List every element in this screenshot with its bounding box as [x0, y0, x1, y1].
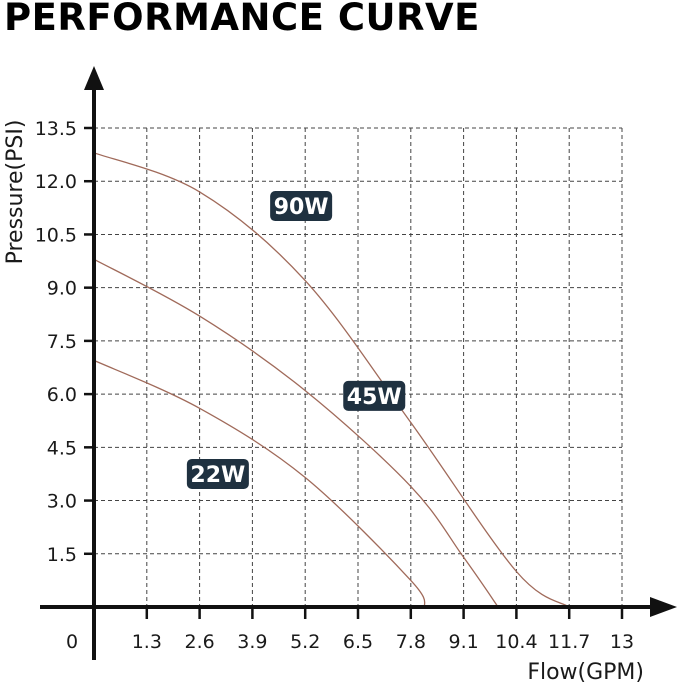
- x-tick-label: 2.6: [184, 631, 214, 653]
- x-tick-label: 7.8: [396, 631, 426, 653]
- y-tick-label: 1.5: [47, 544, 77, 566]
- series-label-badge: [270, 191, 333, 222]
- curves: [93, 152, 570, 608]
- y-tick-label: 10.5: [35, 224, 77, 246]
- x-tick-label: 11.7: [548, 631, 590, 653]
- series-label-22w: 22W: [186, 458, 249, 489]
- y-tick-label: 12.0: [35, 171, 77, 193]
- series-label-text: 22W: [190, 463, 245, 488]
- series-line-45w: [93, 258, 499, 608]
- y-tick-label: 4.5: [47, 437, 77, 459]
- ticks: 0 1.3 2.6 3.9 5.2 6.5 7.8 9.1 10.4 11.7 13 1.5 3.0 4.…: [35, 118, 634, 653]
- x-tick-label: 10.4: [495, 631, 537, 653]
- grid: [94, 127, 623, 607]
- x-tick-label: 3.9: [237, 631, 267, 653]
- series-labels: 90W 45W 22W: [186, 191, 406, 489]
- y-tick-label: 3.0: [47, 491, 77, 513]
- y-axis-arrow-icon: [84, 66, 104, 90]
- x-axis-arrow-icon: [650, 597, 677, 617]
- x-tick-label: 5.2: [290, 631, 320, 653]
- y-tick-label: 13.5: [35, 118, 77, 140]
- x-axis-title: Flow(GPM): [527, 660, 644, 685]
- series-label-badge: [186, 458, 249, 489]
- x-tick-label: 6.5: [343, 631, 373, 653]
- series-label-90w: 90W: [270, 191, 333, 222]
- x-tick-label: 1.3: [132, 631, 162, 653]
- y-tick-label: 9.0: [47, 278, 77, 300]
- y-axis-title: Pressure(PSI): [3, 120, 28, 265]
- series-label-45w: 45W: [343, 380, 406, 411]
- series-line-22w: [93, 359, 426, 608]
- y-tick-label: 7.5: [47, 331, 77, 353]
- series-label-text: 45W: [347, 385, 402, 410]
- x-tick-label: 13: [610, 631, 634, 653]
- x-tick-label: 9.1: [448, 631, 478, 653]
- series-label-text: 90W: [274, 195, 329, 220]
- series-line-90w: [93, 152, 570, 608]
- chart-title: PERFORMANCE CURVE: [4, 0, 480, 39]
- y-tick-label: 6.0: [47, 384, 77, 406]
- x-tick-label: 0: [66, 631, 78, 653]
- series-label-badge: [343, 380, 406, 411]
